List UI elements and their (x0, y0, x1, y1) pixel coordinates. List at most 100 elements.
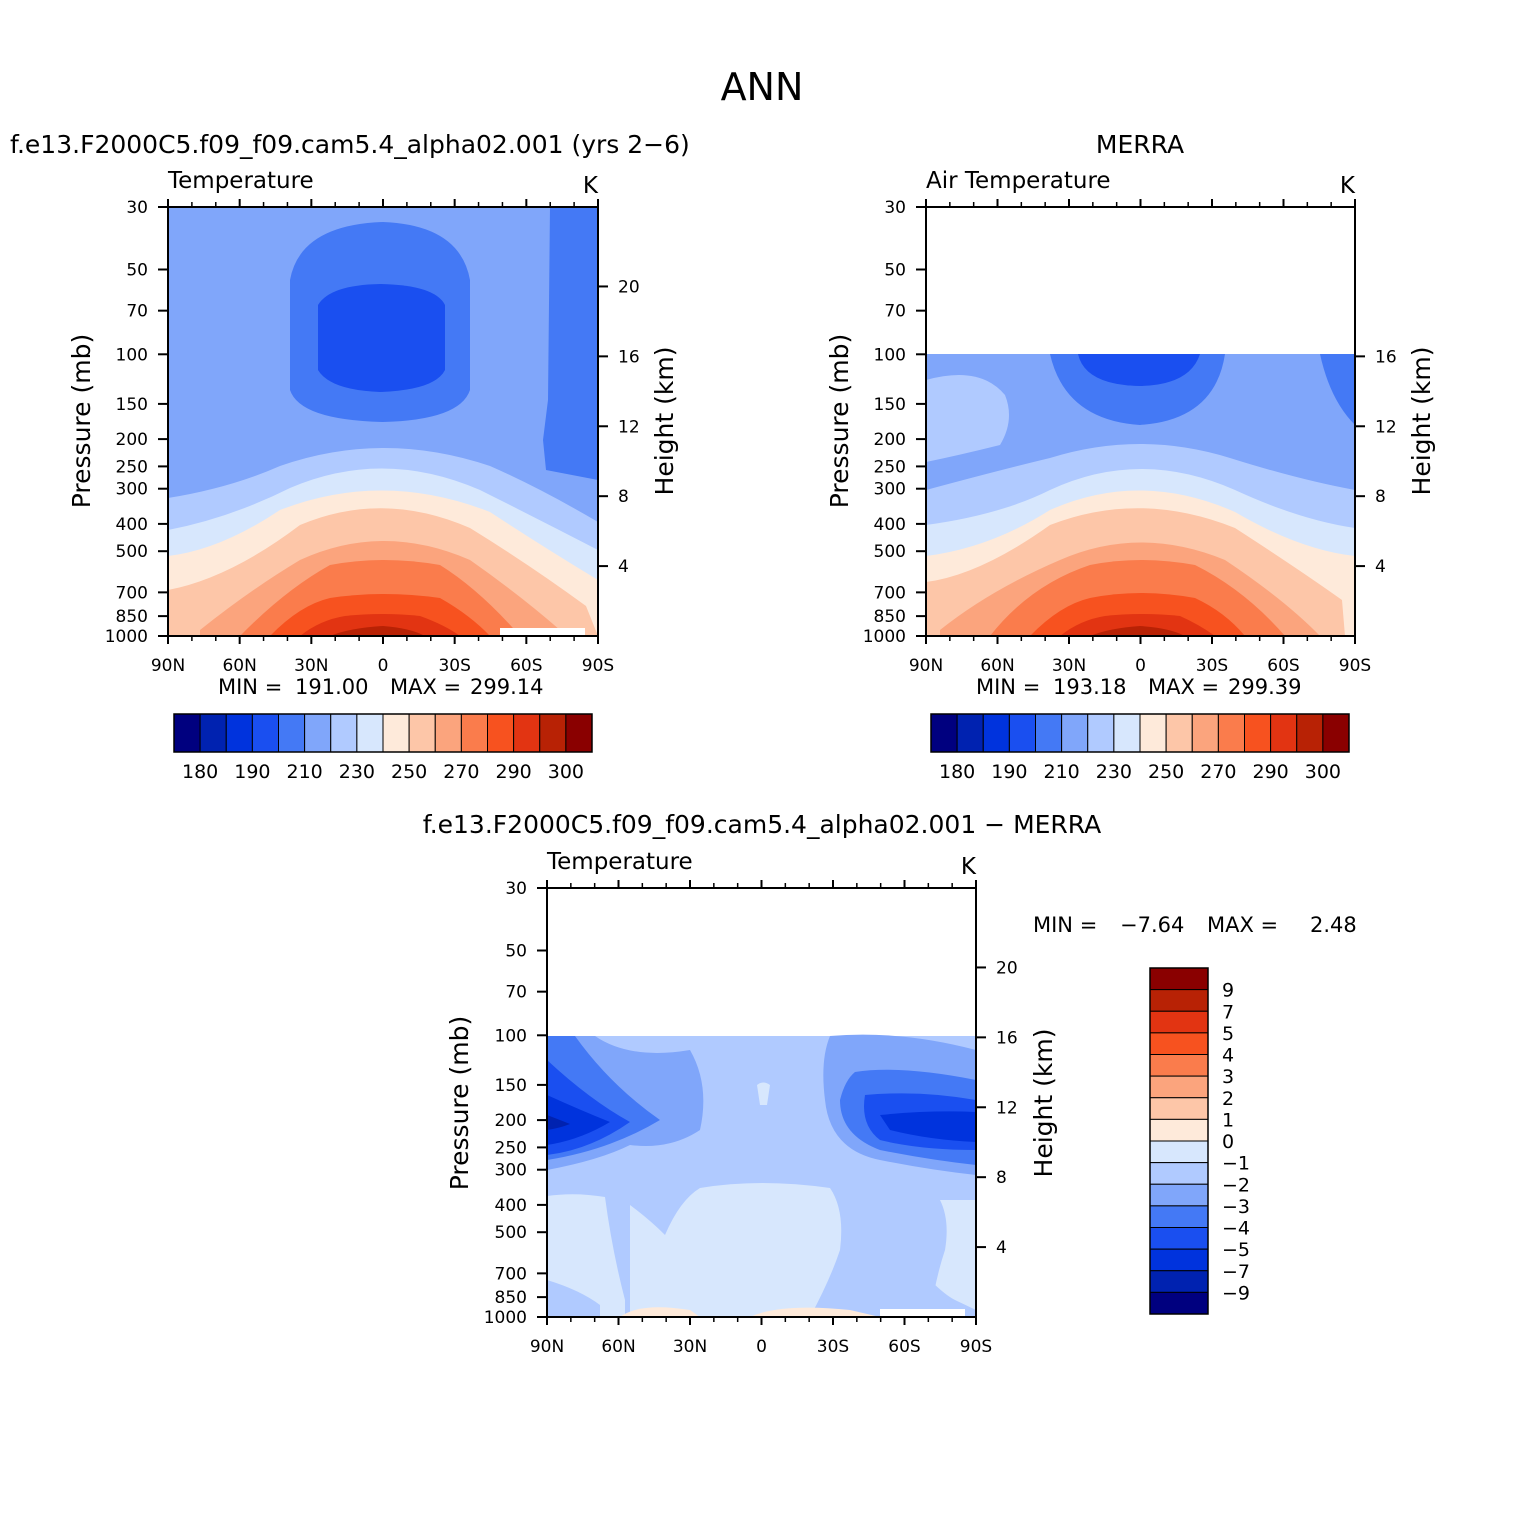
diff-axes: 305070100150200250300400500700850100090N… (484, 879, 1018, 1357)
colorbar-label: 300 (548, 761, 584, 783)
obs-ytick-label: 400 (874, 515, 906, 535)
model-ytick-label: 250 (116, 457, 148, 477)
colorbar-swatch (1191, 713, 1219, 753)
panel-diff: f.e13.F2000C5.f09_f09.cam5.4_alpha02.001… (423, 810, 1357, 1357)
diff-xtick-label: 60N (601, 1337, 635, 1357)
colorbar-label: 290 (1252, 761, 1288, 783)
model-ytick-label: 200 (116, 430, 148, 450)
colorbar-label: −5 (1222, 1239, 1250, 1261)
diff-band-pos1-floor-b (750, 1307, 880, 1317)
obs-xtick-label: 60N (980, 656, 1014, 676)
obs-htick-label: 12 (1375, 417, 1397, 437)
colorbar-label: 230 (339, 761, 375, 783)
colorbar-label: −3 (1222, 1196, 1250, 1218)
model-htick-label: 8 (618, 487, 629, 507)
model-title: f.e13.F2000C5.f09_f09.cam5.4_alpha02.001… (10, 130, 690, 159)
diff-htick-label: 16 (996, 1028, 1018, 1048)
obs-contours (926, 354, 1355, 636)
colorbar-swatch (1008, 713, 1036, 753)
colorbar-swatch (1149, 1054, 1209, 1077)
model-units: K (583, 173, 599, 199)
diff-ylabel-right: Height (km) (1029, 1029, 1058, 1178)
figure-title: ANN (721, 65, 804, 109)
model-ytick-label: 150 (116, 395, 148, 415)
colorbar-label: 270 (1200, 761, 1236, 783)
obs-xtick-label: 60S (1267, 656, 1299, 676)
diff-ytick-label: 100 (495, 1026, 527, 1046)
colorbar-label: 250 (391, 761, 427, 783)
colorbar-label: 290 (495, 761, 531, 783)
colorbar-swatch (1165, 713, 1193, 753)
colorbar-swatch (487, 713, 515, 753)
obs-band-220 (926, 375, 1009, 462)
obs-ytick-label: 850 (874, 607, 906, 627)
colorbar-swatch (565, 713, 593, 753)
model-ytick-label: 700 (116, 583, 148, 603)
obs-band-295 (1060, 614, 1215, 636)
obs-htick-label: 16 (1375, 347, 1397, 367)
colorbar-swatch (1149, 1248, 1209, 1272)
colorbar-label: 300 (1305, 761, 1341, 783)
model-band-295 (300, 614, 460, 636)
colorbar-label: 190 (991, 761, 1027, 783)
colorbar-swatch (1217, 713, 1245, 753)
diff-htick-label: 4 (996, 1238, 1007, 1258)
colorbar-label: 9 (1222, 980, 1234, 1002)
diff-xtick-label: 30S (817, 1337, 849, 1357)
diff-band-neg1-right (930, 1280, 976, 1317)
obs-ytick-label: 150 (874, 395, 906, 415)
colorbar-frame (1149, 967, 1209, 1315)
colorbar-swatch (930, 713, 958, 753)
diff-max-label: MAX = (1207, 913, 1278, 937)
diff-band-0-right (930, 1200, 976, 1317)
colorbar-label: 5 (1222, 1023, 1234, 1045)
diff-band-neg1-spot (757, 1082, 770, 1105)
diff-ytick-label: 70 (505, 983, 527, 1003)
colorbar-swatch (1149, 1032, 1209, 1055)
model-ytick-label: 100 (116, 345, 148, 365)
colorbar-swatch (1149, 1183, 1209, 1207)
diff-ytick-label: 700 (495, 1264, 527, 1284)
colorbar-label: 180 (939, 761, 975, 783)
colorbar-swatch (1149, 1010, 1209, 1034)
diff-band-neg5-right (880, 1111, 976, 1142)
diff-xtick-label: 0 (756, 1337, 767, 1357)
diff-band-0-to-neg1 (547, 1194, 625, 1317)
obs-colorbar: 180 190 210 230 250 270 290 300 (930, 713, 1350, 783)
colorbar-label: 210 (1043, 761, 1079, 783)
colorbar-swatch (1061, 713, 1089, 753)
colorbar-swatch (173, 713, 201, 753)
diff-ylabel: Pressure (mb) (445, 1016, 474, 1190)
model-htick-label: 20 (618, 277, 640, 297)
colorbar-swatch (330, 713, 358, 753)
model-band-200 (318, 284, 445, 392)
colorbar-swatch (1149, 1118, 1209, 1142)
model-axes: 305070100150200250300400500700850100090N… (105, 198, 640, 676)
colorbar-swatch (304, 713, 332, 753)
obs-min-value: 193.18 (1053, 675, 1126, 699)
obs-ytick-label: 30 (884, 198, 906, 218)
model-band-230 (543, 207, 598, 480)
model-min-value: 191.00 (295, 675, 368, 699)
colorbar-label: 190 (234, 761, 270, 783)
obs-units: K (1340, 173, 1356, 199)
colorbar-label: 3 (1222, 1066, 1234, 1088)
colorbar-label: 4 (1222, 1045, 1234, 1067)
diff-band-0-center (630, 1183, 842, 1317)
diff-ytick-label: 500 (495, 1223, 527, 1243)
diff-ytick-label: 50 (505, 941, 527, 961)
model-ytick-label: 30 (126, 198, 148, 218)
obs-min-label: MIN = (976, 675, 1040, 699)
obs-xtick-label: 30S (1196, 656, 1228, 676)
colorbar-swatch (1244, 713, 1272, 753)
obs-ytick-label: 250 (874, 457, 906, 477)
model-xtick-label: 90N (151, 656, 185, 676)
obs-ytick-label: 1000 (863, 627, 906, 647)
colorbar-swatch (1296, 713, 1324, 753)
model-xtick-label: 60N (222, 656, 256, 676)
colorbar-label: 230 (1096, 761, 1132, 783)
model-ytick-label: 850 (116, 607, 148, 627)
model-colorbar: 180 190 210 230 250 270 290 300 (173, 713, 593, 783)
diff-ytick-label: 150 (495, 1076, 527, 1096)
